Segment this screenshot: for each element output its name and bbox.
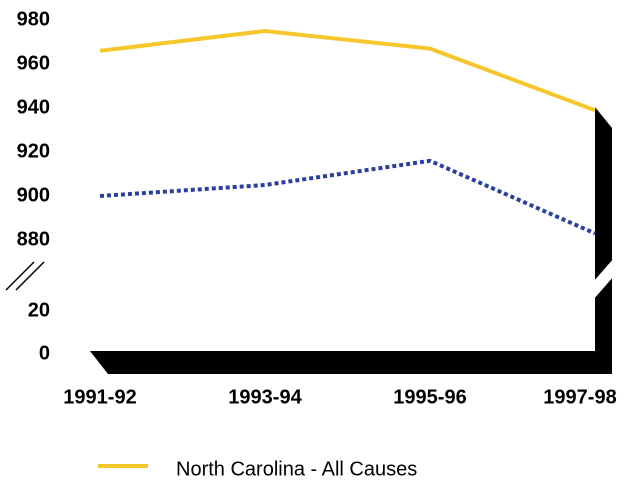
series-line bbox=[99, 158, 596, 236]
floor bbox=[90, 351, 612, 374]
y-tick-label: 20 bbox=[28, 299, 50, 321]
y-tick-label: 960 bbox=[17, 52, 50, 74]
series-line bbox=[99, 28, 596, 113]
y-tick-label: 980 bbox=[17, 8, 50, 30]
axis-break-gap bbox=[593, 258, 614, 300]
y-tick-label: 940 bbox=[17, 96, 50, 118]
legend-label: North Carolina - All Causes bbox=[176, 458, 417, 480]
x-tick-label: 1991-92 bbox=[63, 386, 136, 408]
axis-break-mark bbox=[5, 261, 35, 291]
x-tick-label: 1997-98 bbox=[543, 386, 616, 408]
y-tick-label: 0 bbox=[39, 342, 50, 364]
x-tick-label: 1995-96 bbox=[393, 386, 466, 408]
y-tick-label: 880 bbox=[17, 228, 50, 250]
axis-break-mark bbox=[15, 261, 45, 291]
y-tick-label: 920 bbox=[17, 140, 50, 162]
y-tick-label: 900 bbox=[17, 184, 50, 206]
x-tick-label: 1993-94 bbox=[228, 386, 302, 408]
side-wall bbox=[595, 107, 612, 374]
